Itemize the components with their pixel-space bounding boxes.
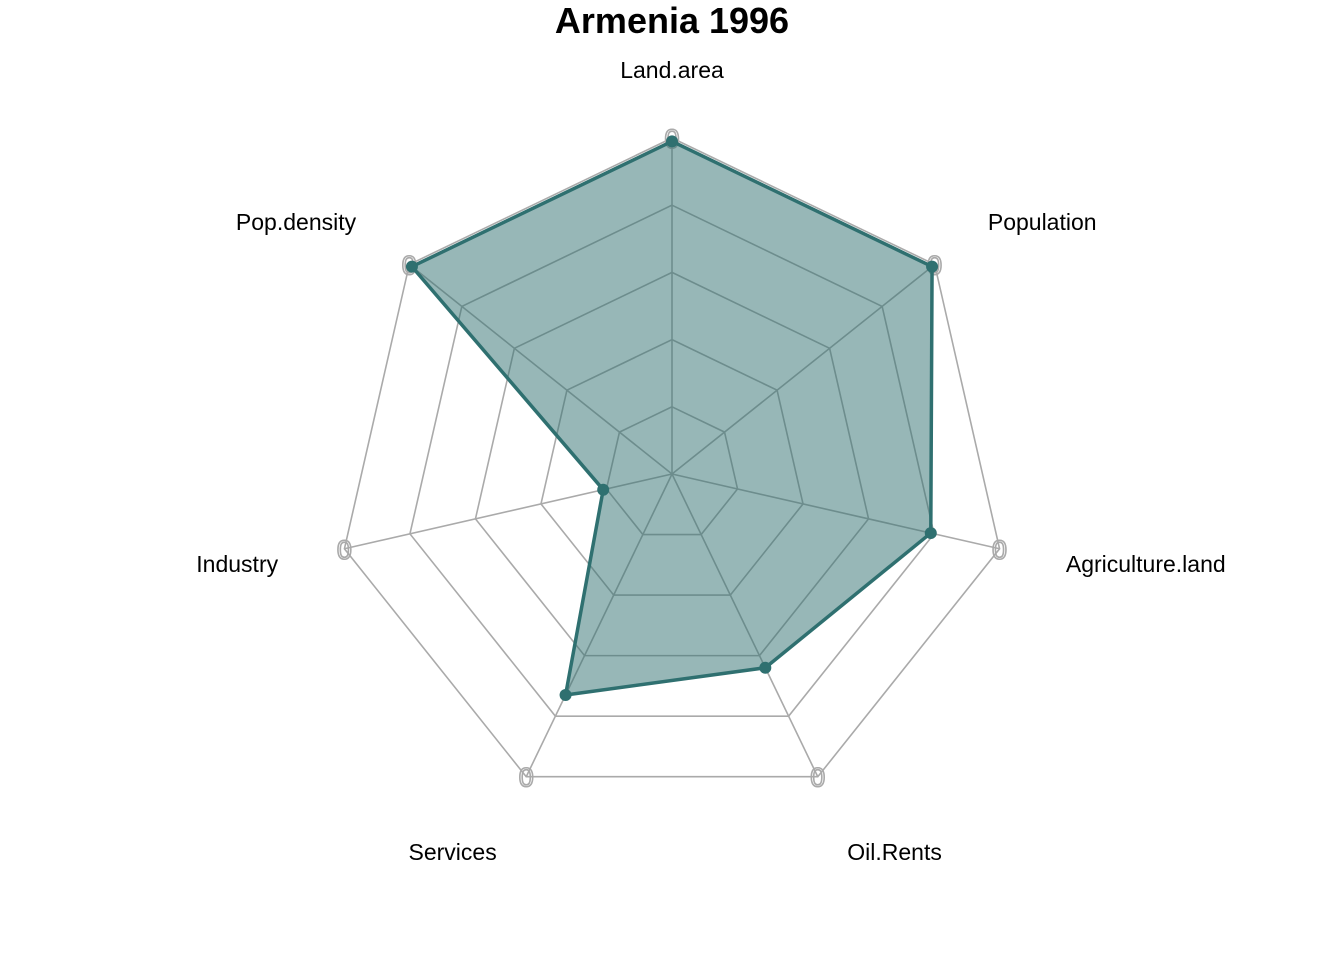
axis-tick-label: 0 [337,535,352,565]
axis-label: Population [988,209,1097,235]
series-area [410,139,934,697]
data-point [759,661,772,674]
data-series-layer [405,135,939,701]
axis-label: Land.area [620,57,724,83]
axis-label: Services [409,839,497,865]
axis-tick-label: 0 [992,535,1007,565]
data-point [597,483,610,496]
chart-title: Armenia 1996 [555,0,789,41]
grid-ring [343,137,1001,778]
axis-label: Pop.density [236,209,357,235]
axis-tick-label: 0 [810,763,825,793]
data-point [405,260,418,273]
data-point [924,527,937,540]
axis-tick-label: 0 [519,763,534,793]
data-point [666,135,678,148]
axis-labels: Land.area Population Agriculture.land Oil.R… [196,57,1225,865]
data-point [559,688,572,701]
axis-label: Agriculture.land [1066,551,1226,577]
axis-label: Industry [196,551,278,577]
axis-label: Oil.Rents [847,839,942,865]
data-point [926,260,939,273]
